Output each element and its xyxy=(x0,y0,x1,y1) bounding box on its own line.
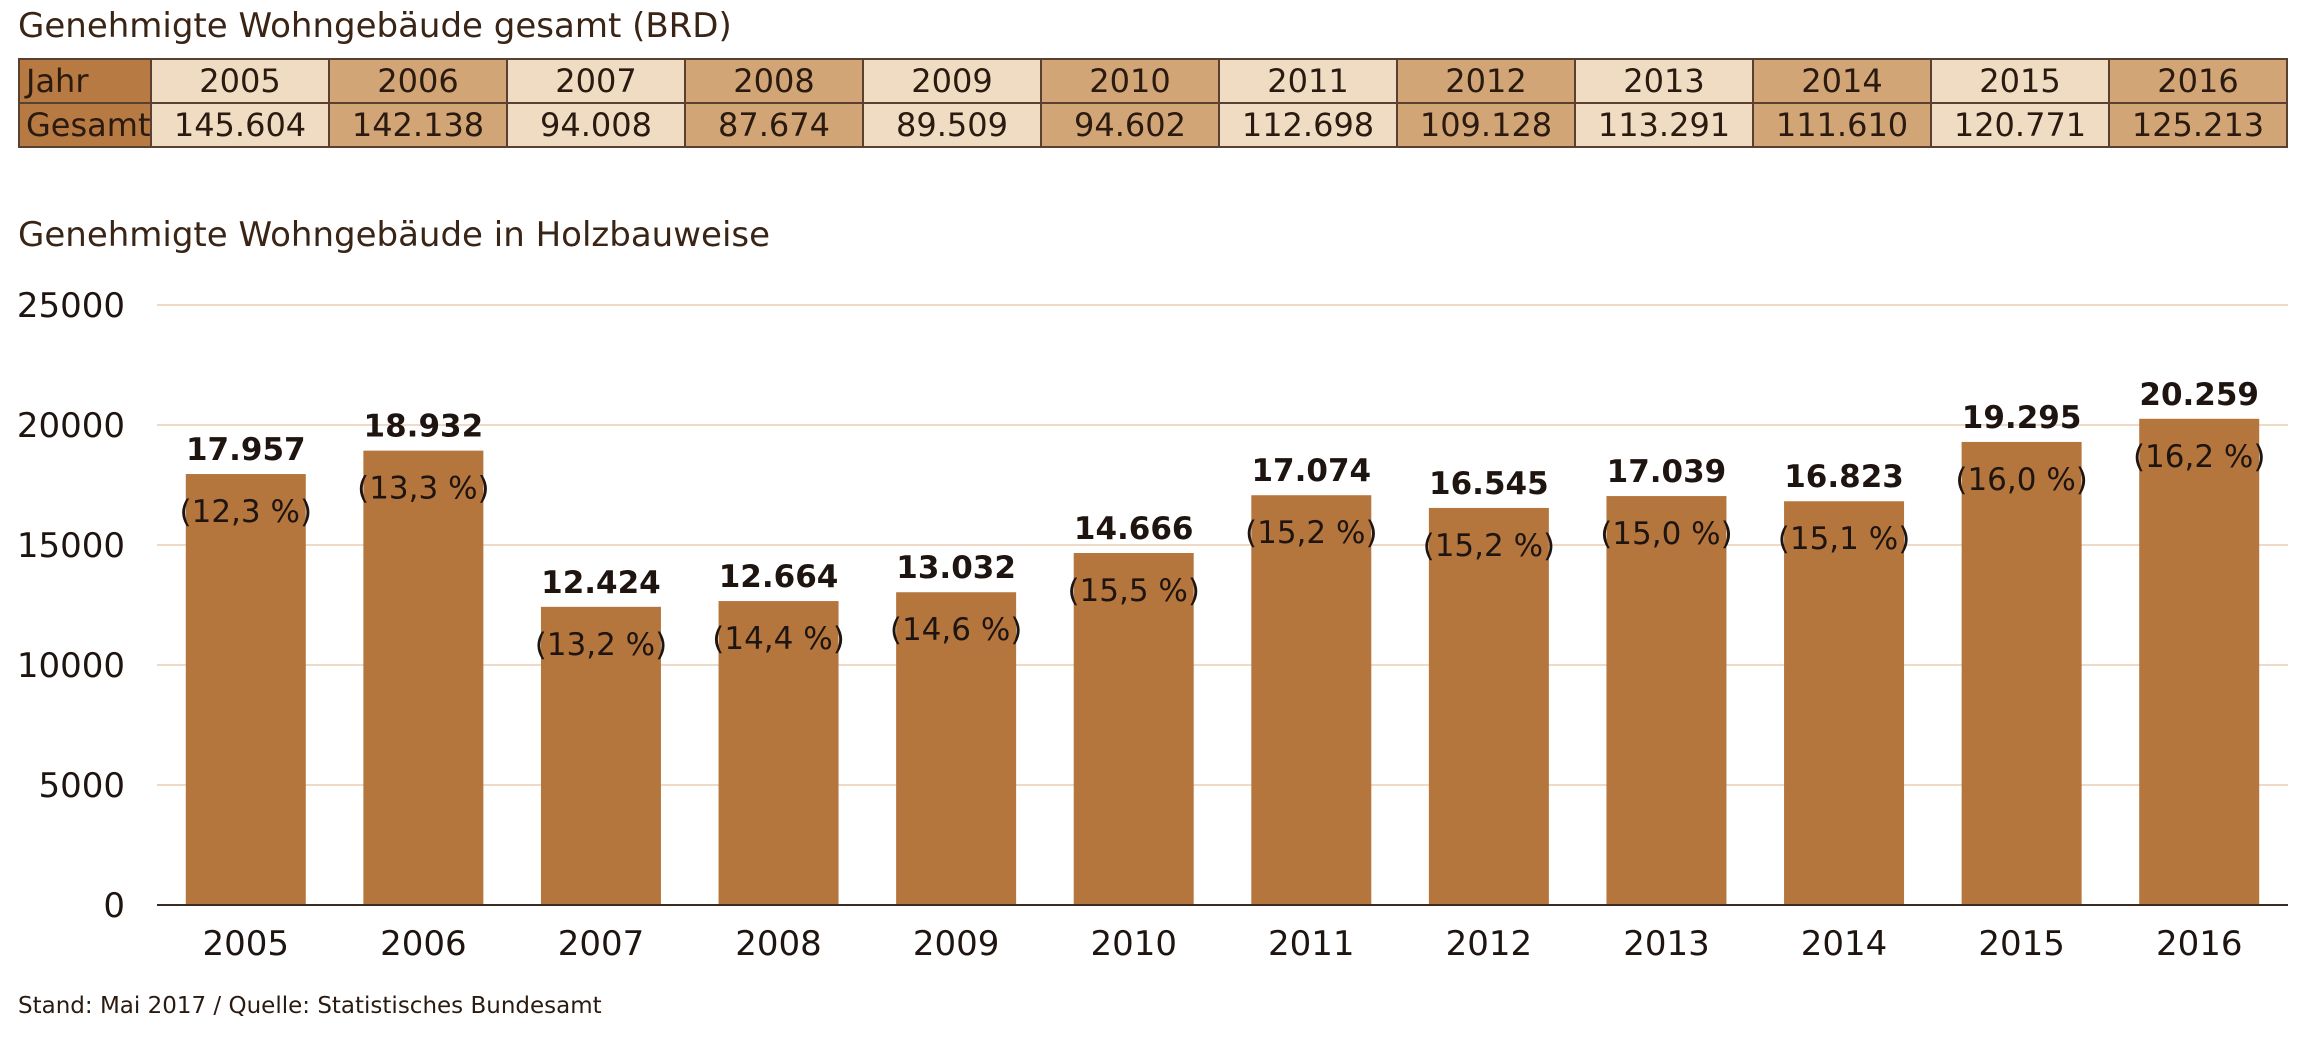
total-cell: 89.509 xyxy=(862,102,1042,148)
year-cell: 2010 xyxy=(1040,58,1220,104)
source-footer: Stand: Mai 2017 / Quelle: Statistisches … xyxy=(18,993,602,1019)
x-tick-label: 2010 xyxy=(1090,924,1177,964)
bar-value-label: 12.424 xyxy=(541,565,661,601)
bar-value-label: 19.295 xyxy=(1962,400,2082,436)
table-row-totals: Gesamt 145.604 142.138 94.008 87.674 89.… xyxy=(18,102,2288,148)
x-tick-label: 2016 xyxy=(2156,924,2243,964)
bar xyxy=(1251,495,1372,905)
bar-value-label: 16.823 xyxy=(1784,459,1904,495)
bar xyxy=(1428,507,1549,905)
x-tick-label: 2012 xyxy=(1446,924,1533,964)
year-cell: 2006 xyxy=(328,58,508,104)
bar-value-label: 12.664 xyxy=(719,559,839,595)
year-cell: 2013 xyxy=(1574,58,1754,104)
x-tick-label: 2015 xyxy=(1978,924,2065,964)
total-cell: 120.771 xyxy=(1930,102,2110,148)
total-cell: 109.128 xyxy=(1396,102,1576,148)
total-cell: 112.698 xyxy=(1218,102,1398,148)
bar-value-label: 17.074 xyxy=(1251,453,1371,489)
bar xyxy=(896,592,1017,905)
bar-chart: 0 5000 10000 15000 20000 25000 17.957 (12,3 %) 2… xyxy=(17,286,2288,964)
bar-percent-label: (15,2 %) xyxy=(1245,515,1378,551)
total-cell: 94.008 xyxy=(506,102,686,148)
bar xyxy=(1606,496,1727,905)
year-cell: 2012 xyxy=(1396,58,1576,104)
year-cell: 2011 xyxy=(1218,58,1398,104)
bar-percent-label: (13,2 %) xyxy=(535,627,668,663)
bar xyxy=(1073,553,1194,905)
bar-value-label: 17.957 xyxy=(186,432,306,468)
x-tick-label: 2007 xyxy=(558,924,645,964)
bar-percent-label: (15,5 %) xyxy=(1067,573,1200,609)
y-tick-label: 10000 xyxy=(17,646,125,686)
total-cell: 113.291 xyxy=(1574,102,1754,148)
bar-percent-label: (12,3 %) xyxy=(180,494,313,530)
total-cell: 111.610 xyxy=(1752,102,1932,148)
table-title: Genehmigte Wohngebäude gesamt (BRD) xyxy=(18,6,732,46)
bar xyxy=(718,601,839,905)
year-cell: 2008 xyxy=(684,58,864,104)
x-tick-label: 2013 xyxy=(1623,924,1710,964)
bar-percent-label: (15,1 %) xyxy=(1778,521,1911,557)
bar xyxy=(1784,501,1905,905)
bar-percent-label: (14,4 %) xyxy=(712,621,845,657)
year-cell: 2014 xyxy=(1752,58,1932,104)
year-cell: 2007 xyxy=(506,58,686,104)
bar-value-label: 16.545 xyxy=(1429,466,1549,502)
row-header-total: Gesamt xyxy=(18,102,152,148)
x-tick-label: 2009 xyxy=(913,924,1000,964)
bar-value-label: 13.032 xyxy=(896,550,1016,586)
total-cell: 145.604 xyxy=(150,102,330,148)
bar xyxy=(185,474,306,905)
bar-percent-label: (16,2 %) xyxy=(2133,439,2266,475)
y-tick-label: 15000 xyxy=(17,526,125,566)
bar xyxy=(363,450,484,905)
x-tick-label: 2011 xyxy=(1268,924,1355,964)
chart-title: Genehmigte Wohngebäude in Holzbauweise xyxy=(18,215,771,255)
bar xyxy=(540,606,661,905)
bar xyxy=(1961,441,2082,905)
bar xyxy=(2139,418,2260,905)
x-tick-label: 2006 xyxy=(380,924,467,964)
y-tick-label: 5000 xyxy=(38,766,125,806)
bar-value-label: 20.259 xyxy=(2139,377,2259,413)
bar-percent-label: (16,0 %) xyxy=(1955,462,2088,498)
total-cell: 142.138 xyxy=(328,102,508,148)
total-cell: 87.674 xyxy=(684,102,864,148)
bar-value-label: 14.666 xyxy=(1074,511,1194,547)
bar-percent-label: (14,6 %) xyxy=(890,612,1023,648)
total-cell: 94.602 xyxy=(1040,102,1220,148)
x-tick-label: 2005 xyxy=(203,924,290,964)
year-cell: 2015 xyxy=(1930,58,2110,104)
x-tick-label: 2008 xyxy=(735,924,822,964)
year-cell: 2009 xyxy=(862,58,1042,104)
total-cell: 125.213 xyxy=(2108,102,2288,148)
bar-percent-label: (15,0 %) xyxy=(1600,516,1733,552)
totals-table: Jahr 2005 2006 2007 2008 2009 2010 2011 … xyxy=(18,58,2288,148)
row-header-year: Jahr xyxy=(18,58,152,104)
year-cell: 2005 xyxy=(150,58,330,104)
bar-percent-label: (15,2 %) xyxy=(1423,528,1556,564)
bar-value-label: 17.039 xyxy=(1607,454,1727,490)
bar-value-label: 18.932 xyxy=(364,409,484,445)
table-row-years: Jahr 2005 2006 2007 2008 2009 2010 2011 … xyxy=(18,58,2288,104)
y-tick-label: 20000 xyxy=(17,406,125,446)
y-tick-label: 25000 xyxy=(17,286,125,326)
year-cell: 2016 xyxy=(2108,58,2288,104)
bar-percent-label: (13,3 %) xyxy=(357,471,490,507)
y-tick-label: 0 xyxy=(103,886,125,926)
x-tick-label: 2014 xyxy=(1801,924,1888,964)
